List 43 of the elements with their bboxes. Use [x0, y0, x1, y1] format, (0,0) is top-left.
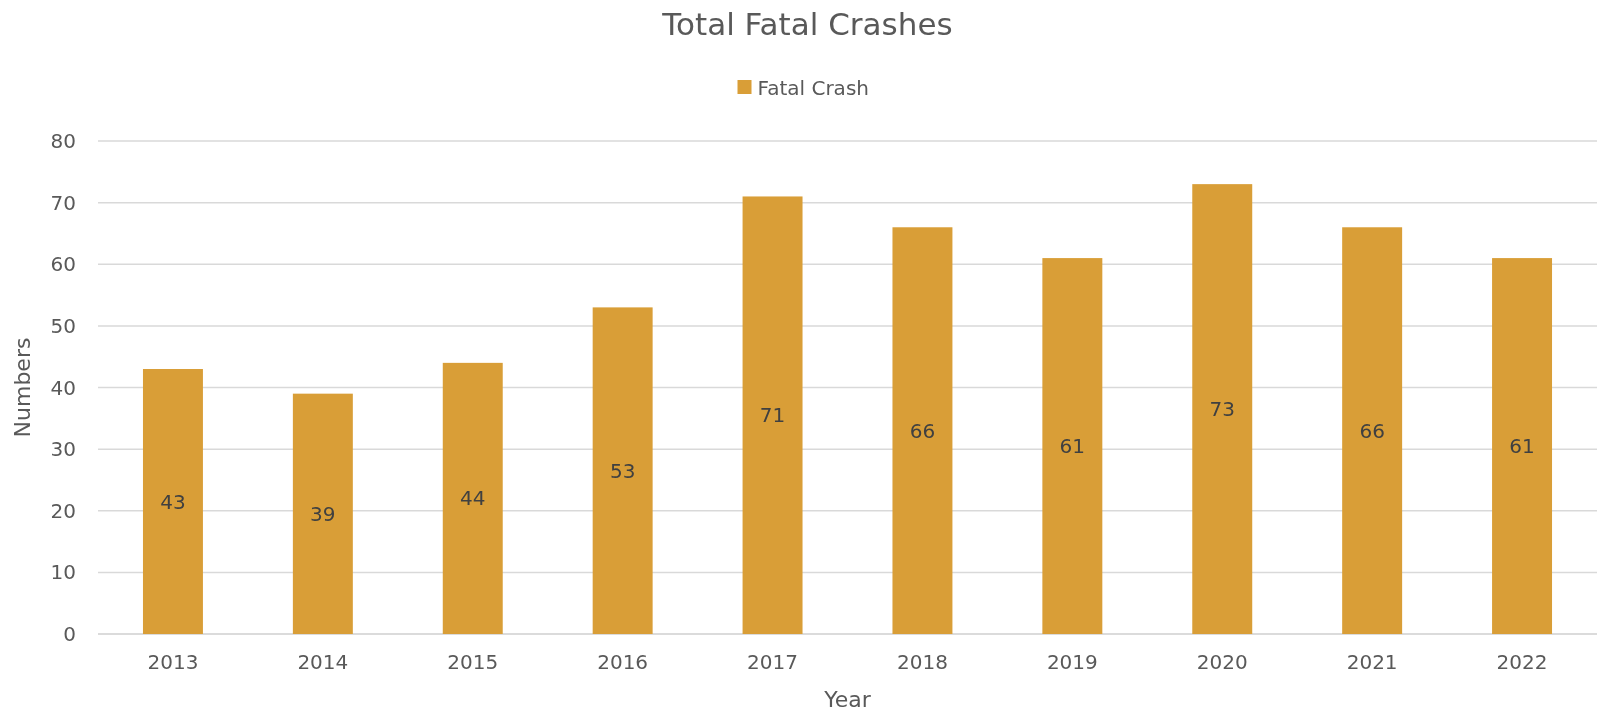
- data-label: 66: [909, 418, 936, 443]
- data-label: 61: [1059, 434, 1086, 459]
- x-tick-label: 2018: [897, 650, 948, 674]
- data-label: 66: [1359, 418, 1385, 443]
- x-tick-label: 2014: [297, 650, 349, 674]
- bar: [1342, 227, 1403, 634]
- chart-title: Total Fatal Crashes: [661, 6, 953, 42]
- y-tick-label: 0: [63, 622, 76, 646]
- data-label: 61: [1509, 434, 1535, 459]
- bar: [1042, 258, 1103, 634]
- x-tick-label: 2019: [1046, 650, 1098, 674]
- bar: [142, 369, 203, 634]
- bar: [442, 362, 503, 634]
- x-tick-label: 2020: [1196, 650, 1248, 674]
- bar: [592, 307, 653, 634]
- data-label: 39: [310, 501, 336, 526]
- y-axis-title: Numbers: [10, 337, 35, 438]
- x-tick-label: 2016: [597, 650, 649, 674]
- bar: [892, 227, 953, 634]
- bar: [1492, 258, 1553, 634]
- bar: [292, 393, 353, 634]
- legend-label: Fatal Crash: [757, 76, 869, 100]
- x-tick-label: 2022: [1496, 650, 1548, 674]
- y-tick-label: 20: [50, 498, 76, 523]
- x-tick-label: 2017: [747, 650, 798, 674]
- x-tick-label: 2015: [447, 650, 499, 674]
- y-tick-label: 40: [50, 375, 76, 400]
- y-tick-label: 60: [50, 252, 76, 277]
- bar: [1192, 184, 1253, 634]
- data-label: 44: [460, 486, 486, 511]
- data-label: 73: [1209, 397, 1235, 422]
- y-tick-label: 50: [50, 313, 76, 338]
- data-label: 43: [160, 489, 186, 514]
- y-tick-label: 10: [50, 560, 76, 585]
- y-tick-label: 70: [50, 190, 76, 215]
- x-tick-label: 2013: [147, 650, 199, 674]
- data-label: 53: [609, 458, 636, 483]
- x-tick-label: 2021: [1346, 650, 1398, 674]
- bar: [742, 196, 803, 634]
- x-axis-title: Year: [823, 687, 872, 712]
- data-label: 71: [759, 403, 786, 428]
- y-tick-label: 30: [50, 437, 76, 462]
- y-tick-label: 80: [50, 129, 76, 153]
